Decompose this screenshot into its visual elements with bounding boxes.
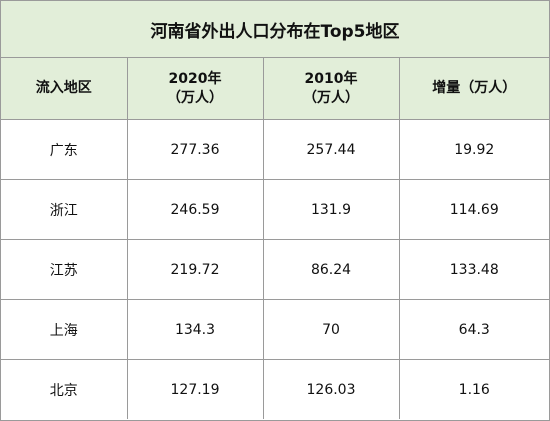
header-unit: （万人） (303, 89, 359, 106)
column-header-2020: 2020年 （万人） (126, 58, 264, 120)
cell-2010: 257.44 (262, 119, 400, 180)
cell-region: 浙江 (1, 179, 128, 240)
cell-2010: 131.9 (262, 179, 400, 240)
cell-2020: 127.19 (126, 359, 264, 419)
cell-increase: 19.92 (398, 119, 549, 180)
header-line: 2020年 (168, 70, 222, 87)
cell-2020: 134.3 (126, 299, 264, 360)
table-row: 北京 127.19 126.03 1.16 (1, 359, 549, 419)
table-row: 浙江 246.59 131.9 114.69 (1, 179, 549, 240)
cell-2020: 246.59 (126, 179, 264, 240)
header-line: 增量（万人） (432, 80, 517, 96)
header-unit: （万人） (167, 89, 223, 106)
cell-2010: 126.03 (262, 359, 400, 419)
cell-region: 江苏 (1, 239, 128, 300)
table-row: 江苏 219.72 86.24 133.48 (1, 239, 549, 300)
cell-2020: 277.36 (126, 119, 264, 180)
cell-increase: 133.48 (398, 239, 549, 300)
cell-increase: 64.3 (398, 299, 549, 360)
cell-region: 广东 (1, 119, 128, 180)
cell-increase: 1.16 (398, 359, 549, 419)
header-row: 流入地区 2020年 （万人） 2010年 （万人） 增量（万人） (1, 58, 549, 120)
column-header-region: 流入地区 (1, 58, 128, 120)
table-row: 上海 134.3 70 64.3 (1, 299, 549, 360)
cell-2010: 86.24 (262, 239, 400, 300)
cell-increase: 114.69 (398, 179, 549, 240)
column-header-2010: 2010年 （万人） (262, 58, 400, 120)
header-line: 2010年 (304, 70, 358, 87)
table-title: 河南省外出人口分布在Top5地区 (1, 1, 549, 58)
data-table: 流入地区 2020年 （万人） 2010年 （万人） 增量（万人） 广东 277… (1, 58, 549, 419)
cell-2010: 70 (262, 299, 400, 360)
header-line: 流入地区 (35, 80, 92, 96)
table-row: 广东 277.36 257.44 19.92 (1, 119, 549, 180)
cell-region: 北京 (1, 359, 128, 419)
column-header-increase: 增量（万人） (398, 58, 549, 120)
cell-2020: 219.72 (126, 239, 264, 300)
cell-region: 上海 (1, 299, 128, 360)
